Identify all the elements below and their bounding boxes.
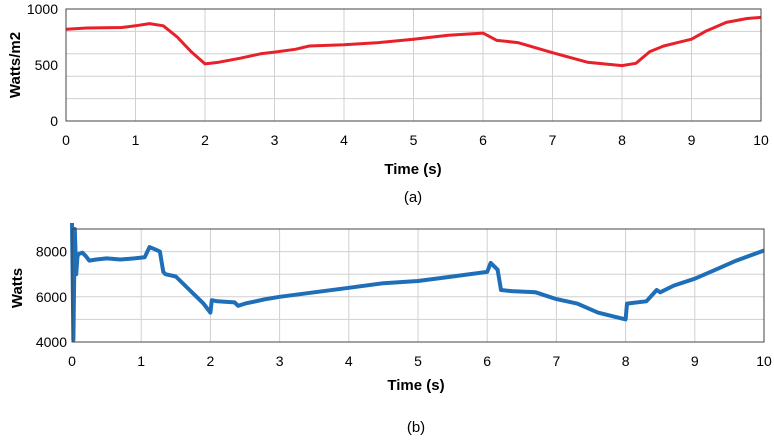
x-tick-label: 5 [414, 353, 422, 369]
chart-b-x-ticks: 0 1 2 3 4 5 6 7 8 9 10 [68, 353, 772, 369]
chart-b-x-axis-label: Time (s) [387, 377, 444, 394]
chart-b-y-axis-label: Watts [9, 268, 26, 308]
x-tick-label: 7 [549, 132, 557, 148]
x-tick-label: 8 [618, 132, 626, 148]
x-tick-label: 10 [756, 353, 772, 369]
x-tick-label: 0 [68, 353, 76, 369]
x-tick-label: 3 [276, 353, 284, 369]
chart-a-y-axis-label: Watts/m2 [7, 32, 24, 98]
x-tick-label: 1 [137, 353, 145, 369]
y-tick-label: 500 [35, 57, 59, 73]
x-tick-label: 3 [271, 132, 279, 148]
chart-b-caption: (b) [407, 419, 425, 436]
x-tick-label: 2 [207, 353, 215, 369]
y-tick-label: 1000 [27, 1, 58, 17]
y-tick-label: 8000 [36, 244, 67, 260]
chart-a-y-ticks: 0 500 1000 [27, 1, 58, 129]
x-tick-label: 4 [345, 353, 353, 369]
y-tick-label: 0 [50, 113, 58, 129]
chart-b: 0 1 2 3 4 5 6 7 8 9 10 4000 6000 8000 Time (s) Watts… [9, 222, 772, 436]
chart-a-series-line [65, 15, 762, 68]
chart-b-y-ticks: 4000 6000 8000 [36, 244, 67, 350]
x-tick-label: 4 [340, 132, 348, 148]
x-tick-label: 6 [479, 132, 487, 148]
x-tick-label: 1 [132, 132, 140, 148]
chart-b-series-line [70, 222, 765, 342]
chart-a-x-axis-label: Time (s) [384, 161, 441, 178]
x-tick-label: 5 [410, 132, 418, 148]
x-tick-label: 8 [622, 353, 630, 369]
chart-a-x-ticks: 0 1 2 3 4 5 6 7 8 9 10 [62, 132, 769, 148]
x-tick-label: 10 [753, 132, 769, 148]
x-tick-label: 6 [483, 353, 491, 369]
chart-a-frame [65, 8, 762, 122]
x-tick-label: 0 [62, 132, 70, 148]
chart-b-frame [71, 228, 765, 343]
x-tick-label: 9 [691, 353, 699, 369]
x-tick-label: 9 [688, 132, 696, 148]
y-tick-label: 4000 [36, 334, 67, 350]
chart-a-caption: (a) [404, 189, 422, 206]
x-tick-label: 7 [553, 353, 561, 369]
x-tick-label: 2 [201, 132, 209, 148]
y-tick-label: 6000 [36, 289, 67, 305]
